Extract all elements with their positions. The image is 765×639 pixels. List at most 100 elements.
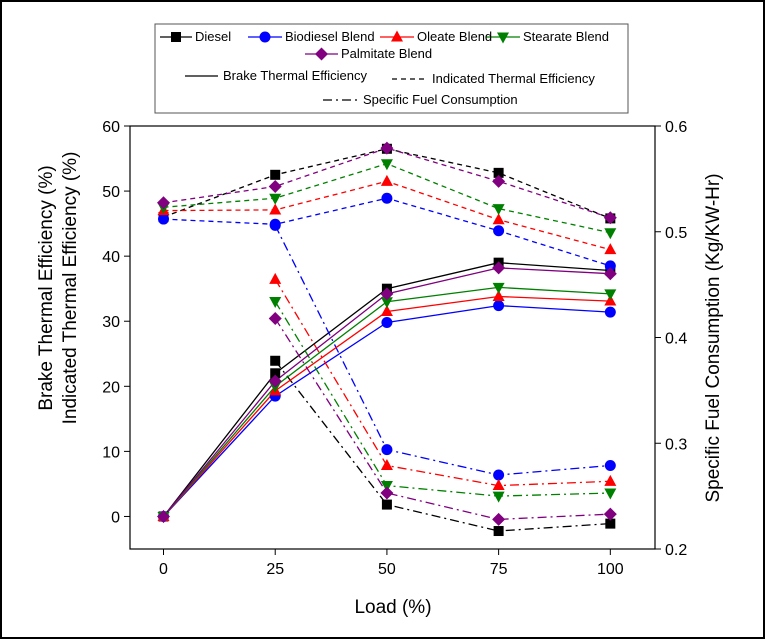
legend-bte: Brake Thermal Efficiency (223, 68, 368, 83)
diesel-sfc-line (274, 360, 611, 532)
palmitate-blend-bte-point-4 (603, 267, 617, 281)
oleate-blend-ite-point-4 (604, 243, 617, 255)
palmitate-blend-sfc-point-1 (380, 486, 394, 500)
palmitate-blend-sfc-line (274, 318, 611, 521)
y-right-tick-label-0.4: 0.4 (665, 331, 687, 348)
y-left-tick-label-30: 30 (102, 314, 120, 331)
x-tick-label-100: 100 (597, 561, 624, 578)
legend-biodiesel-blend-marker (259, 31, 271, 43)
legend-diesel-marker (171, 32, 181, 42)
biodiesel-blend-ite-point-4 (604, 260, 616, 272)
stearate-blend-sfc-point-0 (269, 297, 282, 309)
stearate-blend-sfc-point-2 (492, 491, 505, 503)
oleate-blend-sfc-line (274, 278, 611, 487)
y-right-tick-label-0.3: 0.3 (665, 436, 687, 453)
biodiesel-blend-sfc-point-0 (269, 219, 281, 231)
y-right-tick-label-0.2: 0.2 (665, 542, 687, 559)
biodiesel-blend-ite-point-0 (158, 213, 170, 225)
x-tick-label-0: 0 (159, 561, 168, 578)
oleate-blend-bte-point-3 (492, 290, 505, 302)
palmitate-blend-ite-point-3 (492, 174, 506, 188)
y-left-tick-label-0: 0 (111, 509, 120, 526)
legend-palmitate-blend-marker (315, 47, 328, 61)
y-right-title: Specific Fuel Consumption (Kg/KW-Hr) (703, 173, 724, 502)
legend-stearate-blend-marker (497, 32, 509, 44)
y-left-title-line2: Indicated Thermal Efficiency (%) (60, 152, 81, 425)
axis-ticks: 0 25 50 75 100 0 10 20 30 40 50 60 0.2 0.3 0.4 0.5 0.6 (102, 119, 687, 578)
palmitate-blend-sfc-point-0 (268, 311, 282, 325)
palmitate-blend-sfc-point-3 (603, 507, 617, 521)
oleate-blend-ite-point-2 (380, 174, 393, 186)
y-left-title-line1: Brake Thermal Efficiency (%) (36, 165, 57, 410)
oleate-blend-sfc-point-3 (604, 474, 617, 486)
biodiesel-blend-bte-point-2 (381, 317, 393, 329)
biodiesel-blend-sfc-point-1 (381, 444, 393, 456)
palmitate-blend-bte-point-1 (268, 374, 282, 388)
stearate-blend-bte-point-3 (492, 282, 505, 294)
legend-oleate-blend-marker (391, 30, 403, 42)
y-left-tick-label-20: 20 (102, 379, 120, 396)
series-markers (157, 141, 617, 537)
oleate-blend-sfc-point-1 (380, 458, 393, 470)
legend-diesel: Diesel (195, 29, 231, 44)
palmitate-blend-sfc-point-2 (492, 512, 506, 526)
y-right-tick-label-0.6: 0.6 (665, 119, 687, 136)
oleate-blend-ite-point-1 (269, 203, 282, 215)
palmitate-blend-ite-line (163, 147, 611, 219)
series-lines (162, 147, 611, 532)
palmitate-blend-ite-point-0 (157, 196, 171, 210)
diesel-ite-point-3 (493, 167, 504, 178)
diesel-bte-point-1 (270, 368, 281, 379)
palmitate-blend-ite-point-2 (380, 141, 394, 155)
biodiesel-blend-ite-point-2 (381, 192, 393, 204)
oleate-blend-bte-point-2 (380, 304, 393, 316)
stearate-blend-ite-point-3 (492, 204, 505, 216)
legend-biodiesel: Biodiesel Blend (285, 29, 375, 44)
palmitate-blend-bte-point-0 (157, 509, 171, 523)
stearate-blend-sfc-line (274, 301, 611, 497)
oleate-blend-sfc-point-0 (269, 272, 282, 284)
diesel-ite-point-1 (270, 169, 281, 180)
y-left-tick-label-40: 40 (102, 249, 120, 266)
biodiesel-blend-ite-point-3 (493, 225, 505, 237)
palmitate-blend-ite-point-1 (268, 180, 282, 194)
biodiesel-blend-sfc-point-2 (493, 469, 505, 481)
x-tick-label-50: 50 (378, 561, 396, 578)
legend-box (154, 23, 629, 114)
stearate-blend-ite-point-2 (380, 159, 393, 171)
biodiesel-blend-bte-point-3 (493, 300, 505, 312)
stearate-blend-sfc-point-3 (604, 488, 617, 500)
legend: Diesel Biodiesel Blend Oleate Blend Stea… (154, 23, 629, 114)
x-tick-label-25: 25 (266, 561, 284, 578)
oleate-blend-sfc-point-2 (492, 479, 505, 491)
y-left-tick-label-60: 60 (102, 119, 120, 136)
legend-symbols (160, 30, 520, 101)
biodiesel-blend-sfc-point-3 (604, 459, 616, 471)
legend-ite: Indicated Thermal Efficiency (432, 71, 595, 86)
diesel-sfc-point-1 (381, 499, 392, 510)
legend-stearate: Stearate Blend (523, 29, 609, 44)
stearate-blend-ite-point-4 (604, 228, 617, 240)
biodiesel-blend-sfc-line (274, 225, 611, 476)
oleate-blend-ite-point-3 (492, 213, 505, 225)
diesel-sfc-point-0 (270, 355, 281, 366)
stearate-blend-bte-point-2 (380, 297, 393, 309)
y-left-tick-label-10: 10 (102, 444, 120, 461)
legend-palmitate: Palmitate Blend (341, 46, 432, 61)
legend-sfc: Specific Fuel Consumption (363, 92, 518, 107)
plot-area (129, 125, 656, 550)
biodiesel-blend-bte-point-4 (604, 306, 616, 318)
stearate-blend-bte-point-4 (604, 289, 617, 301)
x-axis-title: Load (%) (354, 597, 431, 618)
palmitate-blend-bte-point-3 (492, 261, 506, 275)
legend-oleate: Oleate Blend (417, 29, 492, 44)
diesel-sfc-point-2 (493, 526, 504, 537)
palmitate-blend-ite-point-4 (603, 211, 617, 225)
x-tick-label-75: 75 (490, 561, 508, 578)
diesel-sfc-point-3 (605, 518, 616, 529)
palmitate-blend-bte-point-2 (380, 287, 394, 301)
y-right-tick-label-0.5: 0.5 (665, 225, 687, 242)
stearate-blend-ite-point-1 (269, 193, 282, 205)
y-left-tick-label-50: 50 (102, 184, 120, 201)
